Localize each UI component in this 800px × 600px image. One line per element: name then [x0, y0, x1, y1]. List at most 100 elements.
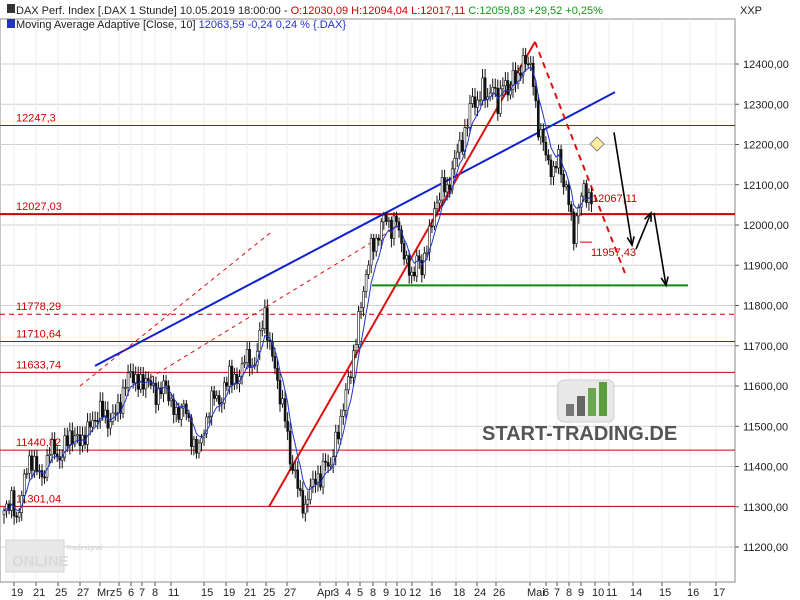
candle-body [50, 439, 54, 455]
candle-body [552, 165, 555, 177]
x-tick-label: 19 [223, 587, 235, 599]
level-label: 11301,04 [16, 493, 61, 505]
candle-body [423, 252, 426, 276]
candle-body [402, 243, 406, 260]
candle-body [15, 515, 18, 518]
candle-body [271, 341, 274, 357]
ma-line [3, 66, 592, 512]
candle-body [45, 455, 49, 478]
candle-body [369, 238, 373, 266]
candle-body [88, 421, 92, 428]
header-close: C:12059,83 +29,52 +0,25% [468, 5, 603, 17]
candle-body [286, 420, 289, 432]
candle-body [263, 307, 267, 330]
candle-body [352, 350, 355, 378]
candle-body [293, 469, 297, 472]
candle-body [141, 374, 145, 390]
arrow-head [644, 211, 652, 222]
red-dashed-channel [149, 224, 401, 379]
candle-body [273, 356, 277, 369]
candle-body [379, 221, 383, 241]
candle-body [210, 390, 213, 418]
candle-body [438, 199, 441, 204]
candle-body [2, 510, 6, 516]
candle-body [461, 140, 464, 152]
candle-body [157, 387, 160, 405]
candle-body [453, 157, 457, 170]
candle-body [230, 365, 234, 385]
candle-body [336, 431, 340, 440]
y-tick-label: 11400,00 [743, 462, 788, 474]
x-tick-label: 10 [592, 587, 604, 599]
candle-body [526, 63, 530, 66]
candle-body [382, 214, 386, 223]
candle-body [278, 380, 282, 405]
x-tick-label: 19 [11, 587, 23, 599]
candle-body [499, 88, 502, 114]
candle-body [433, 208, 436, 227]
candle-body [116, 402, 120, 414]
forecast-arrow [635, 212, 652, 250]
candle-body [86, 421, 89, 445]
candle-body [177, 407, 181, 420]
candle-body [544, 141, 548, 156]
x-tick-label: 16 [687, 587, 699, 599]
x-tick-label: 21 [33, 587, 45, 599]
diamond-marker-icon [589, 136, 605, 152]
candle-body [144, 378, 148, 390]
candle-body [124, 387, 127, 389]
candle-body [126, 372, 130, 388]
trendlines [79, 41, 688, 508]
plot-area [0, 18, 736, 583]
x-tick-label: 5 [357, 587, 363, 599]
candle-body [506, 80, 510, 96]
candle-body [430, 225, 434, 228]
candle-body [93, 419, 97, 422]
candle-body [471, 96, 474, 104]
brand-logo-bar [577, 396, 585, 416]
candle-body [131, 371, 135, 384]
candle-body [476, 99, 479, 108]
x-tick-label: 7 [554, 587, 560, 599]
candle-body [357, 311, 360, 345]
candle-body [35, 456, 39, 473]
candle-body [420, 260, 424, 276]
candle-body [288, 430, 292, 465]
candle-body [53, 439, 56, 455]
candle-body [504, 80, 507, 87]
candle-body [557, 149, 560, 169]
x-tick-label: 15 [659, 587, 671, 599]
red-trendline [268, 41, 536, 508]
header-title: DAX Perf. Index [.DAX 1 Stunde] 10.05.20… [16, 5, 291, 17]
candle-body [169, 398, 173, 402]
candle-body [400, 229, 403, 244]
y-tick-label: 11900,00 [743, 260, 788, 272]
candle-body [511, 70, 515, 90]
red-dashed-channel [79, 232, 271, 387]
moving-average [3, 66, 592, 512]
candle-body [119, 402, 122, 414]
candle-body [283, 398, 287, 422]
x-tick-label: 12 [409, 587, 421, 599]
candle-body [159, 387, 163, 395]
y-axis: 11200,00 11300,00 11400,00 11500,00 11600,00… [735, 59, 789, 554]
candle-body [66, 435, 69, 446]
x-tick-label: 16 [429, 587, 441, 599]
candle-body [491, 87, 495, 94]
candle-body [516, 72, 520, 85]
candle-body [200, 437, 203, 444]
candle-body [217, 395, 221, 405]
x-tick-label: Apr [317, 587, 334, 599]
candle-body [514, 70, 517, 85]
candle-body [164, 380, 168, 387]
candle-body [5, 503, 8, 512]
candle-body [483, 77, 487, 100]
candle-body [562, 174, 565, 188]
x-tick-label: 9 [578, 587, 584, 599]
candle-body [428, 225, 431, 253]
ma-icon [7, 19, 15, 28]
red-trendline-dashed [534, 41, 626, 274]
axis-unit: XXP [740, 5, 762, 17]
y-tick-label: 12000,00 [743, 220, 789, 232]
